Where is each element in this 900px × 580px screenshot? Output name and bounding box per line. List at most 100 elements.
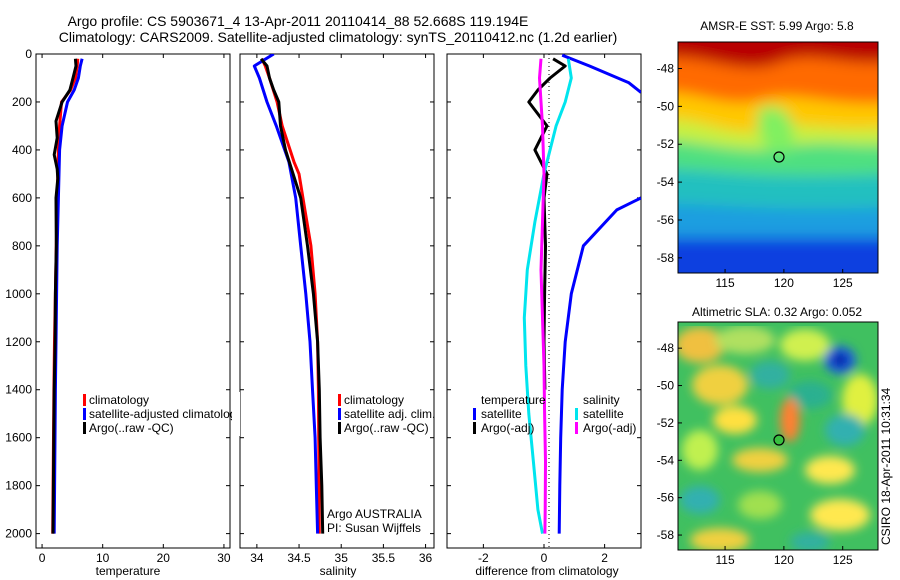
series-salinity-argo-adj (538, 58, 547, 534)
y-tick-label: 400 (12, 143, 32, 157)
series-argo-raw-qc (51, 58, 78, 534)
legend-swatch-satellite-adj (338, 408, 341, 420)
x-tick-label: 36 (419, 551, 433, 565)
x-tick-label: 120 (774, 553, 794, 567)
legend-swatch-satellite-adjusted (83, 408, 86, 420)
y-tick-label: -50 (657, 99, 675, 113)
legend-heading-salinity: salinity (583, 393, 620, 407)
sla-map-frame (677, 321, 879, 551)
x-tick-label: 115 (715, 553, 734, 567)
y-tick-label: -54 (657, 453, 675, 467)
legend-satellite-adjusted: satellite-adjusted climatolog (89, 407, 236, 421)
sst-map-ticks: 115 120 125 -48 -50 -52 -54 -56 -58 (657, 62, 853, 290)
difference-lines (522, 54, 641, 534)
sst-map-frame (677, 41, 879, 274)
salinity-xlabel: salinity (320, 564, 357, 578)
legend-climatology: climatology (89, 393, 149, 407)
salinity-legend: climatology satellite adj. clim. Argo(..… (338, 393, 435, 435)
difference-xlabel: difference from climatology (475, 564, 618, 578)
y-tick-label: -58 (657, 528, 675, 542)
difference-axis-ticks: -2 0 2 (447, 53, 641, 565)
temperature-panel-frame (35, 53, 231, 549)
sla-map-ticks: 115 120 125 -48 -50 -52 -54 -56 -58 (657, 341, 853, 567)
y-tick-label: 2000 (5, 527, 32, 541)
y-tick-label: 800 (12, 239, 32, 253)
argo-note-line2: PI: Susan Wijffels (327, 521, 421, 535)
legend-satellite-adj: satellite adj. clim. (344, 407, 435, 421)
series-satellite-adj-clim (252, 54, 320, 534)
legend-swatch-sal-satellite (575, 408, 578, 420)
legend-heading-temperature: temperature (481, 393, 546, 407)
series-temperature-argo-adj (527, 57, 567, 390)
series-temperature-satellite-lower (557, 196, 641, 534)
y-tick-label: 1600 (5, 431, 32, 445)
y-tick-label: 1800 (5, 479, 32, 493)
legend-swatch-climatology (83, 394, 86, 406)
legend-temp-satellite: satellite (481, 407, 522, 421)
legend-sal-satellite: satellite (583, 407, 624, 421)
legend-overflow-mask (232, 392, 240, 436)
y-tick-label: -54 (657, 175, 675, 189)
side-stamp: CSIRO 18-Apr-2011 10:31:34 (879, 387, 893, 545)
y-tick-label: 1200 (5, 335, 32, 349)
legend-temp-argo: Argo(-adj) (481, 421, 534, 435)
series-temperature-satellite (561, 54, 641, 94)
salinity-lines (252, 54, 325, 534)
legend-swatch-temp-satellite (473, 408, 476, 420)
x-tick-label: 35.5 (372, 551, 396, 565)
x-tick-label: 2 (601, 551, 608, 565)
legend-sal-argo: Argo(-adj) (583, 421, 636, 435)
temperature-xlabel: temperature (96, 564, 161, 578)
sst-map-title: AMSR-E SST: 5.99 Argo: 5.8 (700, 19, 854, 33)
x-tick-label: 115 (715, 276, 734, 290)
y-tick-label: -48 (657, 62, 675, 76)
legend-swatch-sal-argo (575, 422, 578, 434)
y-tick-label: 0 (25, 47, 32, 61)
sla-map-title: Altimetric SLA: 0.32 Argo: 0.052 (692, 305, 862, 319)
legend-swatch-temp-argo (473, 422, 476, 434)
legend-argo: Argo(..raw -QC) (89, 421, 174, 435)
x-tick-label: 20 (157, 551, 171, 565)
y-tick-label: -58 (657, 251, 675, 265)
sla-map (678, 322, 878, 550)
y-tick-label: 600 (12, 191, 32, 205)
sst-map (678, 42, 878, 273)
y-tick-label: -52 (657, 416, 675, 430)
difference-legend: temperature satellite Argo(-adj) salinit… (473, 393, 636, 435)
legend-climatology: climatology (344, 393, 404, 407)
y-tick-label: -56 (657, 491, 675, 505)
temperature-axis-ticks: 0 10 20 30 0 200 400 600 800 1000 1200 1400 1600 1800… (5, 47, 231, 565)
argo-note-line1: Argo AUSTRALIA (327, 507, 422, 521)
figure-title-line1: Argo profile: CS 5903671_4 13-Apr-2011 2… (68, 13, 529, 29)
argo-position-marker (773, 151, 785, 163)
x-tick-label: 34.5 (287, 551, 311, 565)
legend-argo: Argo(..raw -QC) (344, 421, 429, 435)
y-tick-label: -48 (657, 341, 675, 355)
figure-title-line2: Climatology: CARS2009. Satellite-adjuste… (59, 29, 617, 45)
x-tick-label: 34 (250, 551, 264, 565)
y-tick-label: 1000 (5, 287, 32, 301)
series-climatology (260, 58, 321, 534)
x-tick-label: 125 (833, 276, 853, 290)
x-tick-label: 10 (96, 551, 110, 565)
x-tick-label: 125 (833, 553, 853, 567)
argo-position-marker (773, 434, 785, 446)
legend-swatch-argo (338, 422, 341, 434)
x-tick-label: 0 (541, 551, 548, 565)
y-tick-label: 1400 (5, 383, 32, 397)
y-tick-label: -52 (657, 137, 675, 151)
y-tick-label: 200 (12, 95, 32, 109)
x-tick-label: 30 (217, 551, 231, 565)
x-tick-label: 35 (335, 551, 349, 565)
y-tick-label: -56 (657, 213, 675, 227)
y-tick-label: -50 (657, 379, 675, 393)
legend-swatch-argo (83, 422, 86, 434)
legend-swatch-climatology (338, 394, 341, 406)
series-salinity-satellite (522, 58, 573, 534)
x-tick-label: 0 (39, 551, 46, 565)
salinity-axis-ticks: 34 34.5 35 35.5 36 (240, 53, 434, 565)
x-tick-label: 120 (774, 276, 794, 290)
temperature-lines (51, 58, 84, 534)
series-argo-raw-qc (259, 57, 325, 534)
